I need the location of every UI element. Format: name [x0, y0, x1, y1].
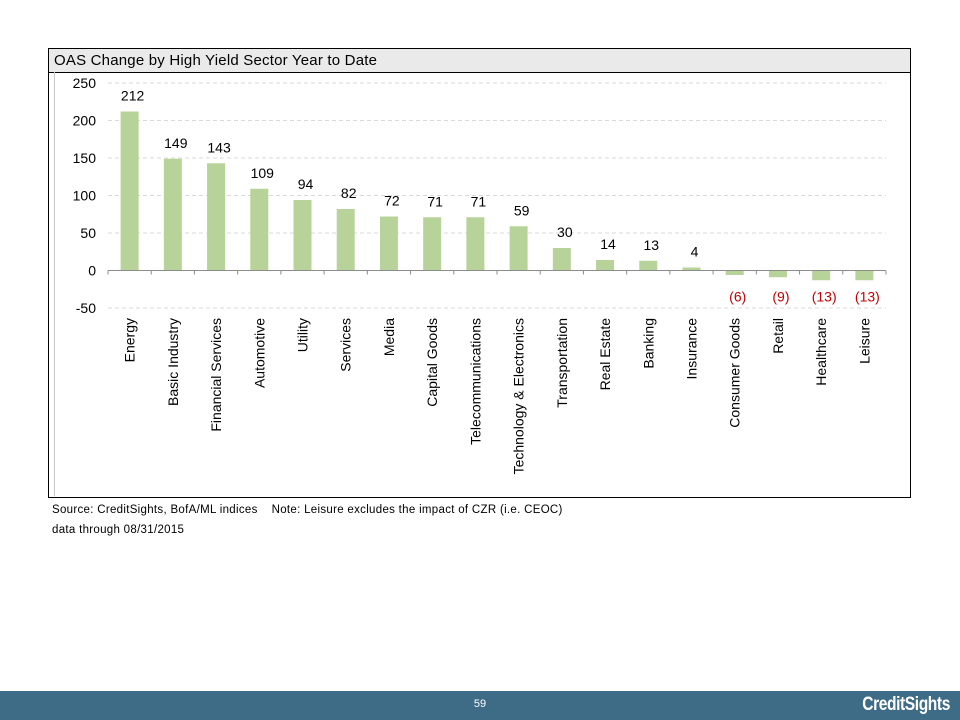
x-tick-label: Technology & Electronics [511, 318, 527, 474]
x-tick-label: Utility [295, 318, 311, 352]
data-label: 109 [251, 165, 275, 181]
bar [509, 226, 528, 271]
data-label: 13 [643, 237, 659, 253]
data-label: 71 [427, 193, 443, 209]
data-label: 149 [164, 135, 188, 151]
page-number: 59 [473, 698, 487, 710]
bar [552, 248, 571, 271]
x-tick-label: Insurance [684, 318, 700, 380]
bar [812, 270, 831, 281]
y-tick-label: 150 [73, 150, 97, 166]
y-tick-label: 200 [73, 113, 97, 129]
x-tick-label: Retail [770, 318, 786, 354]
data-through-note: data through 08/31/2015 [52, 524, 185, 536]
bar [423, 217, 442, 271]
data-label: 14 [600, 236, 616, 252]
data-label: (13) [855, 289, 880, 305]
notes-line-1: Source: CreditSights, BofA/ML indices No… [52, 504, 563, 516]
bar [379, 216, 398, 271]
x-tick-label: Basic Industry [165, 318, 181, 406]
bar [725, 270, 744, 275]
bar [466, 217, 485, 271]
source-note: Source: CreditSights, BofA/ML indices [52, 504, 258, 516]
x-tick-label: Real Estate [597, 318, 613, 391]
data-label: 212 [121, 88, 145, 104]
bar [336, 209, 355, 271]
y-tick-label: 100 [73, 188, 97, 204]
x-tick-label: Capital Goods [424, 318, 440, 407]
bar [163, 158, 182, 271]
bar [207, 163, 226, 271]
chart-title: OAS Change by High Yield Sector Year to … [49, 49, 910, 73]
x-tick-label: Telecommunications [467, 318, 483, 445]
footer-bar: 59 CreditSights [0, 691, 960, 720]
x-tick-label: Services [338, 318, 354, 372]
x-tick-label: Transportation [554, 318, 570, 408]
y-tick-label: 50 [80, 225, 96, 241]
x-tick-label: Energy [122, 318, 138, 362]
data-label: 72 [384, 193, 400, 209]
data-label: 143 [207, 139, 231, 155]
data-label: 30 [557, 224, 573, 240]
x-tick-label: Automotive [251, 318, 267, 388]
x-tick-label: Healthcare [813, 318, 829, 386]
bar [250, 188, 269, 271]
data-label: 4 [691, 244, 699, 260]
x-tick-label: Media [381, 318, 397, 356]
brand-logo: CreditSights [862, 694, 950, 715]
bar [855, 270, 874, 281]
x-tick-label: Leisure [856, 318, 872, 364]
data-label: (9) [772, 289, 789, 305]
leisure-note: Note: Leisure excludes the impact of CZR… [271, 504, 563, 516]
data-label: 71 [471, 193, 487, 209]
bar [596, 260, 615, 271]
y-tick-label: 0 [88, 263, 96, 279]
bar [768, 270, 787, 278]
plot-frame [54, 72, 908, 496]
x-tick-label: Banking [640, 318, 656, 369]
bar [293, 200, 312, 271]
data-label: 94 [298, 176, 314, 192]
data-label: 82 [341, 185, 357, 201]
bar [682, 267, 701, 271]
x-tick-label: Financial Services [208, 318, 224, 432]
bar [639, 260, 658, 271]
data-label: 59 [514, 202, 530, 218]
data-label: (6) [729, 289, 746, 305]
chart-panel: OAS Change by High Yield Sector Year to … [48, 48, 911, 498]
data-label: (13) [812, 289, 837, 305]
y-tick-label: 250 [73, 75, 97, 91]
x-tick-label: Consumer Goods [727, 318, 743, 428]
bar [120, 111, 139, 271]
y-tick-label: -50 [76, 300, 96, 316]
